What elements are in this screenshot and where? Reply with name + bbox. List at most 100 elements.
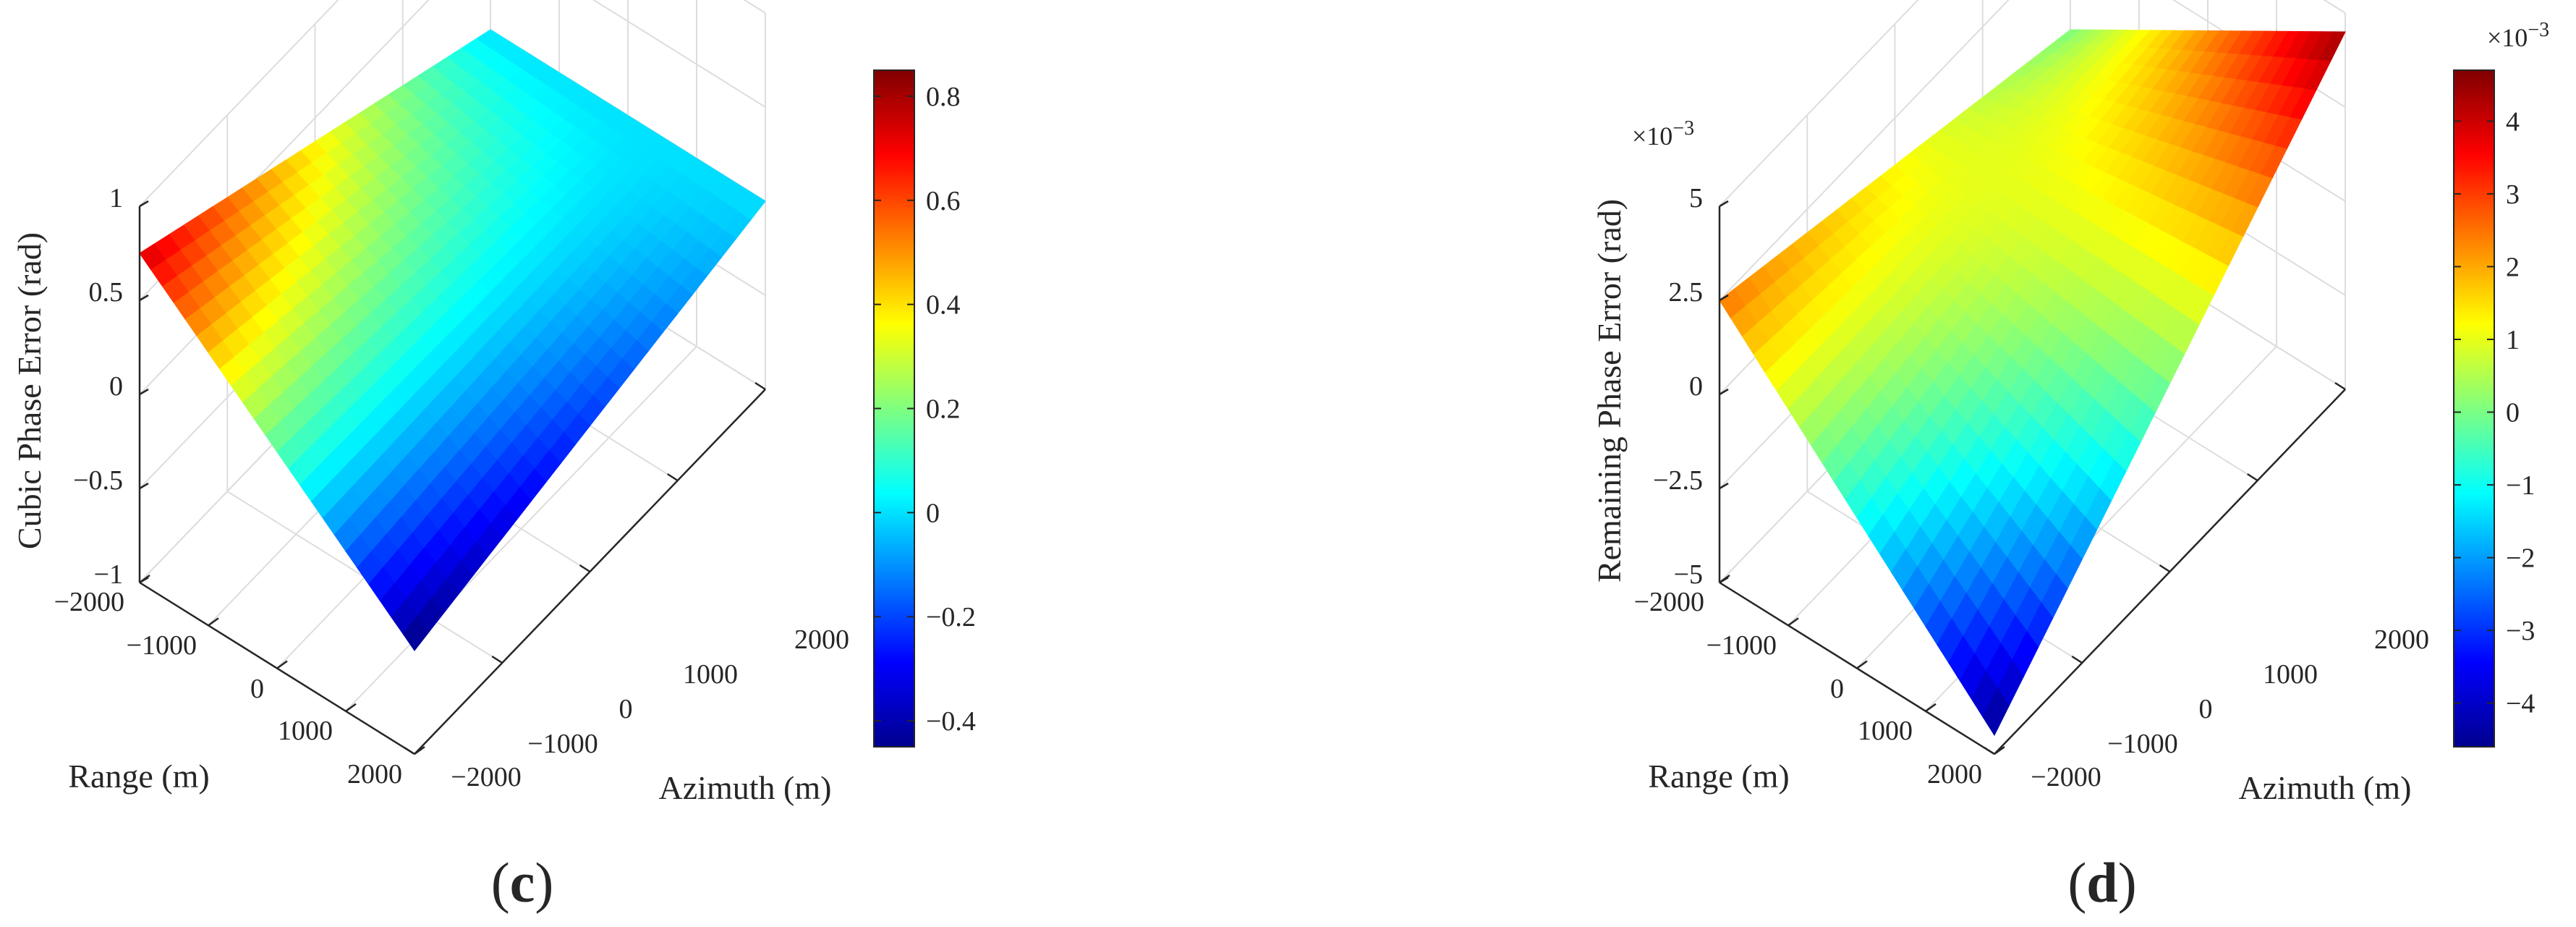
y-tick-labels: −2000 −1000 0 1000 2000 xyxy=(2031,625,2429,792)
x-tick-label: 0 xyxy=(250,674,264,704)
z-tick-label: −5 xyxy=(1674,559,1703,590)
z-tick-mark xyxy=(139,200,149,208)
colorbar-gradient xyxy=(2453,69,2495,748)
x-tick-label: 0 xyxy=(1830,674,1844,704)
y-tick-label: −1000 xyxy=(527,729,598,759)
colorbar-tick-label: 3 xyxy=(2506,179,2520,210)
panel-d: −5 −2.5 0 2.5 5 ×10−3 −2000 −1000 0 1000… xyxy=(1591,0,2549,914)
colorbar-ticks xyxy=(874,95,914,722)
y-tick-label: −2000 xyxy=(2031,762,2101,792)
z-tick-mark xyxy=(1719,388,1729,396)
z-tick-labels: −1 −0.5 0 0.5 1 xyxy=(73,183,123,590)
x-tick-mark xyxy=(1788,617,1799,627)
x-tick-mark xyxy=(1994,745,2005,755)
colorbar-scale-label: ×10−3 xyxy=(2487,19,2549,52)
z-tick-mark xyxy=(1719,294,1729,302)
colorbar-tick-label: 1 xyxy=(2506,325,2520,355)
x-axis-label: Range (m) xyxy=(68,758,209,795)
z-tick-label: 1 xyxy=(109,183,123,213)
colorbar-tick-labels: 0.8 0.6 0.4 0.2 0 −0.2 −0.4 xyxy=(926,82,976,737)
colorbar-tick-label: −2 xyxy=(2506,543,2535,574)
colorbar-tick-label: 0 xyxy=(926,498,940,528)
y-tick-mark xyxy=(2071,655,2083,664)
colorbar-ticks xyxy=(2454,120,2494,704)
colorbar-tick-label: −0.4 xyxy=(926,706,976,737)
y-tick-label: 0 xyxy=(2199,694,2213,724)
z-tick-label: −2.5 xyxy=(1653,465,1703,496)
z-tick-label: 0 xyxy=(1689,371,1703,402)
x-tick-label: −1000 xyxy=(127,630,197,661)
grid-line xyxy=(139,0,339,207)
z-tick-label: 0.5 xyxy=(89,277,124,308)
y-axis-label: Azimuth (m) xyxy=(659,769,832,806)
z-tick-mark xyxy=(139,388,149,396)
z-tick-label: −0.5 xyxy=(73,465,123,496)
surface-plot xyxy=(139,29,766,651)
grid-line xyxy=(345,346,697,712)
z-tick-labels: −5 −2.5 0 2.5 5 xyxy=(1653,183,1703,590)
x-tick-label: −2000 xyxy=(1634,587,1704,617)
x-tick-mark xyxy=(1856,660,1868,669)
x-tick-mark xyxy=(1925,703,1937,712)
colorbar-tick-label: 0.6 xyxy=(926,186,961,216)
colorbar-tick-labels: 4 3 2 1 0 −1 −2 −3 −4 xyxy=(2506,106,2535,719)
colorbar-tick-label: −0.2 xyxy=(926,602,976,632)
y-tick-mark xyxy=(2334,381,2346,391)
colorbar: 4 3 2 1 0 −1 −2 −3 −4 ×10−3 xyxy=(2453,19,2549,748)
x-tick-label: 1000 xyxy=(1858,716,1913,746)
y-tick-mark xyxy=(404,746,415,755)
x-tick-label: 2000 xyxy=(347,759,402,790)
x-axis-label: Range (m) xyxy=(1648,758,1789,795)
colorbar-tick-label: 2 xyxy=(2506,252,2520,282)
z-axis-label: Cubic Phase Error (rad) xyxy=(11,232,48,549)
colorbar-tick-label: 4 xyxy=(2506,106,2520,137)
x-tick-mark xyxy=(414,745,425,755)
z-tick-label: 5 xyxy=(1689,183,1703,213)
z-scale-label: ×10−3 xyxy=(1632,117,1694,151)
y-tick-mark xyxy=(667,473,679,482)
x-tick-mark xyxy=(345,703,357,712)
colorbar-tick-label: 0.4 xyxy=(926,290,961,321)
y-tick-label: 0 xyxy=(619,694,633,724)
z-tick-label: 0 xyxy=(109,371,123,402)
x-tick-mark xyxy=(1719,574,1730,584)
y-tick-label: 2000 xyxy=(2374,625,2429,655)
y-tick-mark xyxy=(2247,473,2258,482)
z-tick-mark xyxy=(139,294,149,302)
panel-c: −1 −0.5 0 0.5 1 −2000 −1000 0 1000 2000 … xyxy=(11,0,976,914)
colorbar-tick-label: 0.2 xyxy=(926,394,961,425)
surface-patch xyxy=(402,614,430,651)
tick-marks xyxy=(1719,200,2346,755)
x-tick-labels: −2000 −1000 0 1000 2000 xyxy=(54,587,402,790)
colorbar-tick-label: 0.8 xyxy=(926,82,961,112)
x-tick-mark xyxy=(276,660,288,669)
z-tick-label: −1 xyxy=(94,559,123,590)
grid-line xyxy=(1719,0,1919,207)
z-tick-mark xyxy=(1719,482,1729,490)
surface-plot xyxy=(1719,29,2346,737)
colorbar-tick-label: 0 xyxy=(2506,398,2520,428)
y-tick-mark xyxy=(1984,746,1995,755)
x-tick-label: −1000 xyxy=(1706,630,1777,661)
colorbar: 0.8 0.6 0.4 0.2 0 −0.2 −0.4 xyxy=(873,69,976,748)
tick-marks xyxy=(139,200,766,755)
y-tick-mark xyxy=(579,564,591,573)
colorbar-tick-label: −4 xyxy=(2506,689,2535,719)
z-tick-label: 2.5 xyxy=(1669,277,1704,308)
x-tick-label: 1000 xyxy=(278,716,333,746)
grid-line xyxy=(1719,0,2010,301)
grid-line xyxy=(592,0,766,108)
x-tick-label: −2000 xyxy=(54,587,124,617)
panel-label: (d) xyxy=(2067,851,2136,914)
colorbar-tick-label: −1 xyxy=(2506,470,2535,501)
z-tick-mark xyxy=(1719,200,1729,208)
y-tick-label: 1000 xyxy=(683,659,738,690)
x-tick-mark xyxy=(139,574,150,584)
x-tick-labels: −2000 −1000 0 1000 2000 xyxy=(1634,587,1982,790)
y-tick-label: −1000 xyxy=(2107,729,2177,759)
y-axis-label: Azimuth (m) xyxy=(2239,769,2412,806)
z-tick-mark xyxy=(139,482,149,490)
z-axis-label: Remaining Phase Error (rad) xyxy=(1591,199,1628,583)
y-tick-mark xyxy=(491,655,503,664)
panel-label: (c) xyxy=(491,851,554,914)
